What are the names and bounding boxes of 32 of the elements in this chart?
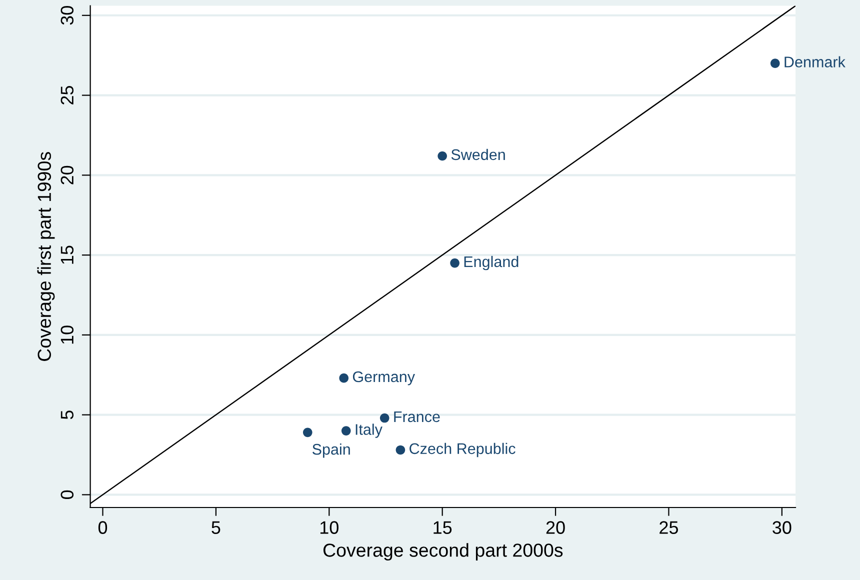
point	[339, 373, 349, 383]
annotation: England	[464, 256, 518, 270]
y-tick-label: 0	[60, 490, 74, 500]
annotation: Spain	[312, 444, 350, 458]
point	[341, 426, 351, 436]
annotation: France	[394, 411, 440, 422]
annotation: Italy	[356, 424, 382, 438]
y-tick-label: 20	[60, 166, 74, 184]
x-tick-label: 30	[772, 521, 792, 534]
point	[302, 428, 312, 438]
point	[770, 58, 780, 68]
x-axis-title: Coverage second part 2000s	[323, 543, 563, 561]
point	[450, 258, 460, 268]
y-tick-label: 25	[60, 86, 74, 104]
x-tick-label: 10	[320, 521, 338, 534]
y-tick-label: 15	[60, 246, 74, 264]
annotation: Czech Republic	[410, 442, 516, 458]
y-tick-label: 5	[60, 410, 74, 420]
x-tick-label: 0	[98, 521, 108, 534]
x-tick-label: 15	[434, 521, 452, 534]
point	[438, 151, 447, 161]
annotation: Sweden	[451, 148, 505, 160]
annotation: Germany	[352, 371, 415, 386]
y-axis-title: Coverage first part 1990s	[37, 152, 55, 361]
y-tick-label: 30	[60, 6, 74, 25]
y-tick-label: 10	[60, 326, 74, 344]
point	[396, 445, 406, 455]
x-tick-label: 25	[660, 521, 678, 534]
point	[380, 413, 390, 423]
annotation: Denmark	[784, 56, 846, 68]
x-tick-label: 20	[546, 521, 565, 534]
x-tick-label: 5	[212, 521, 220, 534]
